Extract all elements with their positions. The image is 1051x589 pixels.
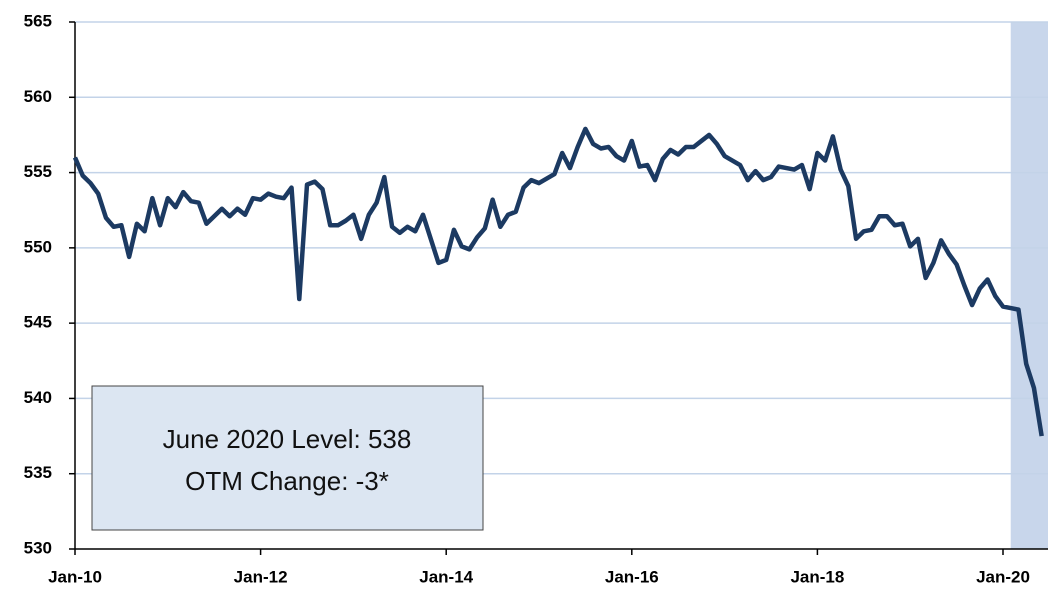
y-tick-label: 550: [24, 237, 52, 256]
y-tick-label: 535: [24, 463, 52, 482]
annotation-box: [91, 385, 484, 531]
annotation-text: June 2020 Level: 538: [163, 424, 412, 454]
y-tick-label: 530: [24, 538, 52, 557]
x-tick-label: Jan-20: [976, 567, 1030, 586]
x-tick-label: Jan-10: [48, 567, 102, 586]
x-tick-label: Jan-14: [419, 567, 473, 586]
y-tick-label: 565: [24, 11, 52, 30]
y-tick-label: 560: [24, 87, 52, 106]
data-line: [72, 126, 1044, 437]
y-tick-label: 545: [24, 313, 52, 332]
y-tick-label: 555: [24, 162, 52, 181]
highlight-band: [1010, 22, 1048, 549]
annotation-text: OTM Change: -3*: [185, 466, 389, 496]
x-tick-label: Jan-16: [605, 567, 659, 586]
x-tick-label: Jan-18: [790, 567, 844, 586]
y-tick-label: 540: [24, 388, 52, 407]
x-tick-label: Jan-12: [234, 567, 288, 586]
